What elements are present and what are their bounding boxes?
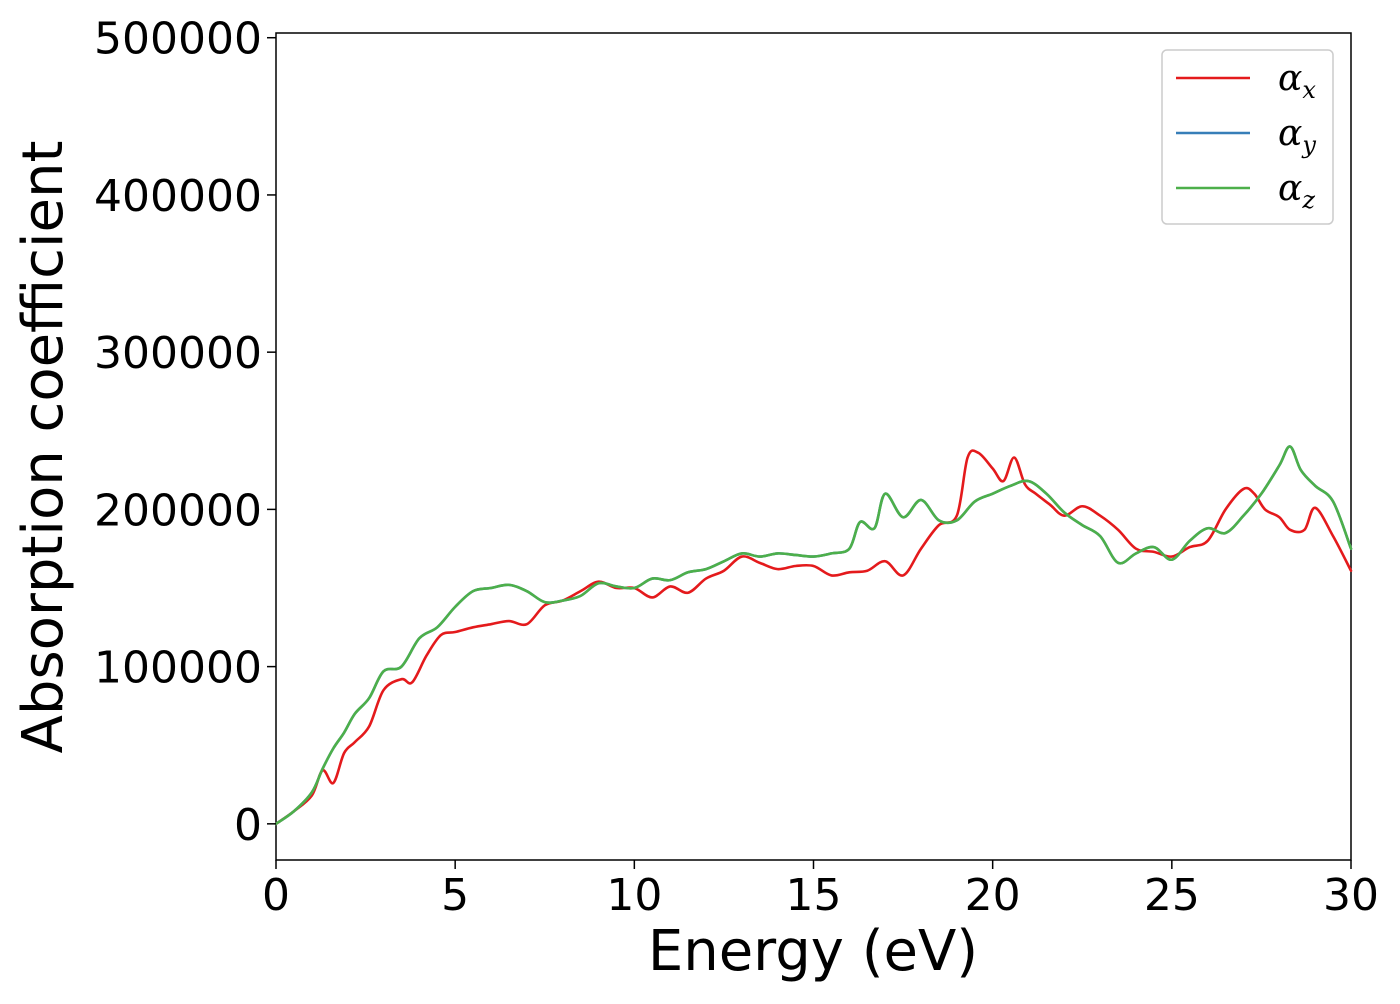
legend-label-sub: y xyxy=(1301,131,1316,159)
legend-label-main: α xyxy=(1278,113,1302,154)
y-tick-label: 300000 xyxy=(94,328,262,379)
x-axis-title: Energy (eV) xyxy=(648,919,978,984)
legend-label-z: αz xyxy=(1278,168,1315,214)
y-tick-label: 400000 xyxy=(94,171,262,222)
x-axis: 0 5 10 15 20 25 30 xyxy=(262,860,1379,921)
x-tick-label: 30 xyxy=(1323,870,1379,921)
legend-label-main: α xyxy=(1278,168,1302,209)
legend-label-x: αx xyxy=(1278,58,1316,104)
x-tick-label: 20 xyxy=(965,870,1021,921)
y-tick-label: 500000 xyxy=(94,14,262,65)
x-tick-label: 15 xyxy=(786,870,842,921)
series-line-x xyxy=(274,449,1353,826)
series-layer xyxy=(274,445,1353,826)
legend-box xyxy=(1161,49,1334,225)
legend-label-y: αy xyxy=(1278,113,1316,159)
y-axis-title: Absorption coefficient xyxy=(11,141,76,754)
legend-label-sub: z xyxy=(1301,186,1315,214)
x-tick-label: 0 xyxy=(262,870,290,921)
y-axis: 0 100000 200000 300000 400000 500000 xyxy=(94,14,276,851)
legend-label-main: α xyxy=(1278,58,1302,99)
legend-label-sub: x xyxy=(1302,76,1316,104)
x-tick-label: 25 xyxy=(1144,870,1200,921)
y-tick-label: 100000 xyxy=(94,643,262,694)
x-tick-label: 5 xyxy=(441,870,469,921)
y-tick-label: 0 xyxy=(234,800,262,851)
series-line-z xyxy=(274,445,1353,826)
y-tick-label: 200000 xyxy=(94,485,262,536)
x-tick-label: 10 xyxy=(606,870,662,921)
